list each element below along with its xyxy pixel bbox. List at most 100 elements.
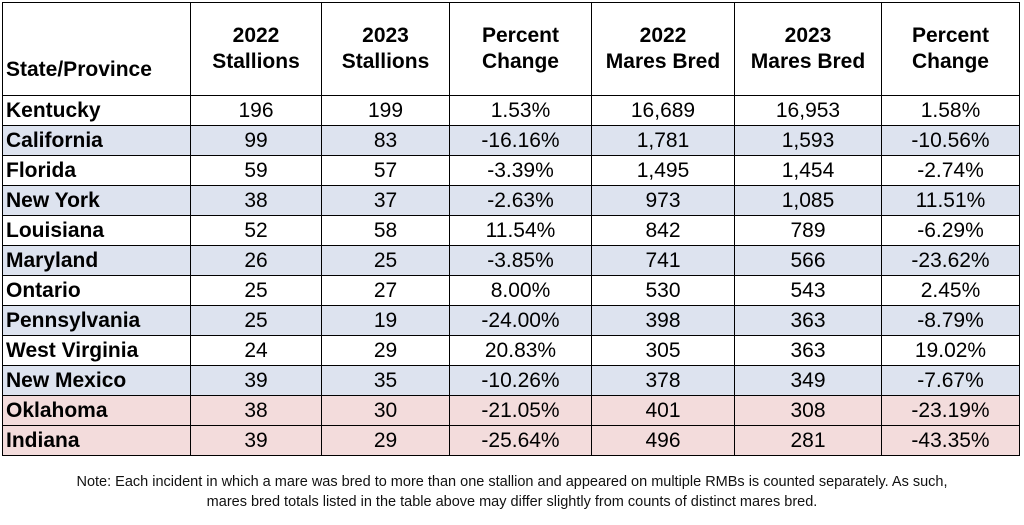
- header-line: Percent: [481, 24, 560, 47]
- value-cell: 1,495: [591, 155, 735, 186]
- value-cell: -16.16%: [449, 125, 592, 156]
- value-cell: 59: [190, 155, 322, 186]
- value-cell: -6.29%: [881, 215, 1020, 246]
- value-cell: -25.64%: [449, 425, 592, 456]
- value-cell: -2.74%: [881, 155, 1020, 186]
- value-cell: 1,085: [734, 185, 882, 216]
- table-row: Maryland 26 25 -3.85% 741 566 -23.62%: [2, 245, 1020, 276]
- footnote-line-2: mares bred totals listed in the table ab…: [206, 494, 818, 510]
- value-cell: 401: [591, 395, 735, 426]
- value-cell: 16,689: [591, 95, 735, 126]
- header-line: State/Province: [6, 58, 152, 81]
- header-line: Percent: [911, 24, 990, 47]
- value-cell: 19: [321, 305, 450, 336]
- header-line: Change: [481, 50, 559, 73]
- value-cell: 305: [591, 335, 735, 366]
- value-cell: -10.26%: [449, 365, 592, 396]
- state-name-cell: Maryland: [2, 245, 191, 276]
- footnote-line-1: Note: Each incident in which a mare was …: [76, 474, 948, 490]
- value-cell: 39: [190, 365, 322, 396]
- table-row: Pennsylvania 25 19 -24.00% 398 363 -8.79%: [2, 305, 1020, 336]
- value-cell: 58: [321, 215, 450, 246]
- value-cell: 789: [734, 215, 882, 246]
- header-line: 2022: [639, 24, 687, 47]
- value-cell: 52: [190, 215, 322, 246]
- stallion-mares-table: State/Province 2022 Stallions 2023 Stallions…: [2, 2, 1020, 456]
- column-header: Percent Change: [881, 2, 1020, 96]
- header-line: Mares Bred: [750, 50, 866, 73]
- value-cell: 8.00%: [449, 275, 592, 306]
- value-cell: 842: [591, 215, 735, 246]
- table-body: Kentucky 196 199 1.53% 16,689 16,953 1.58% Cali…: [2, 95, 1020, 456]
- column-header: 2022 Stallions: [190, 2, 322, 96]
- value-cell: 349: [734, 365, 882, 396]
- state-name-cell: Oklahoma: [2, 395, 191, 426]
- value-cell: 2.45%: [881, 275, 1020, 306]
- column-header: Percent Change: [449, 2, 592, 96]
- table-row: Oklahoma 38 30 -21.05% 401 308 -23.19%: [2, 395, 1020, 426]
- value-cell: 99: [190, 125, 322, 156]
- value-cell: 26: [190, 245, 322, 276]
- header-line: 2023: [362, 24, 409, 47]
- value-cell: 25: [321, 245, 450, 276]
- table-row: Kentucky 196 199 1.53% 16,689 16,953 1.58%: [2, 95, 1020, 126]
- value-cell: 1,454: [734, 155, 882, 186]
- value-cell: -24.00%: [449, 305, 592, 336]
- value-cell: 196: [190, 95, 322, 126]
- header-line: Mares Bred: [605, 50, 721, 73]
- state-name-cell: New York: [2, 185, 191, 216]
- value-cell: 27: [321, 275, 450, 306]
- value-cell: 1,781: [591, 125, 735, 156]
- value-cell: 38: [190, 395, 322, 426]
- state-name-cell: Indiana: [2, 425, 191, 456]
- value-cell: 30: [321, 395, 450, 426]
- header-row: State/Province 2022 Stallions 2023 Stallions…: [2, 2, 1020, 96]
- header-line: 2023: [784, 24, 832, 47]
- value-cell: 363: [734, 335, 882, 366]
- value-cell: 543: [734, 275, 882, 306]
- footnote: Note: Each incident in which a mare was …: [0, 472, 1024, 512]
- value-cell: -10.56%: [881, 125, 1020, 156]
- value-cell: 1.53%: [449, 95, 592, 126]
- state-name-cell: Louisiana: [2, 215, 191, 246]
- header-line: 2022: [232, 24, 280, 47]
- value-cell: 363: [734, 305, 882, 336]
- state-name-cell: California: [2, 125, 191, 156]
- table-row: Louisiana 52 58 11.54% 842 789 -6.29%: [2, 215, 1020, 246]
- column-header: 2022 Mares Bred: [591, 2, 735, 96]
- value-cell: 566: [734, 245, 882, 276]
- value-cell: 57: [321, 155, 450, 186]
- value-cell: 308: [734, 395, 882, 426]
- value-cell: -23.62%: [881, 245, 1020, 276]
- table-row: Ontario 25 27 8.00% 530 543 2.45%: [2, 275, 1020, 306]
- value-cell: 20.83%: [449, 335, 592, 366]
- table-row: California 99 83 -16.16% 1,781 1,593 -10.56%: [2, 125, 1020, 156]
- header-line: Stallions: [341, 50, 430, 73]
- value-cell: 19.02%: [881, 335, 1020, 366]
- column-header: 2023 Stallions: [321, 2, 450, 96]
- value-cell: 16,953: [734, 95, 882, 126]
- value-cell: 25: [190, 305, 322, 336]
- header-line: Stallions: [212, 50, 300, 73]
- value-cell: 378: [591, 365, 735, 396]
- table-row: New York 38 37 -2.63% 973 1,085 11.51%: [2, 185, 1020, 216]
- value-cell: 38: [190, 185, 322, 216]
- column-header: 2023 Mares Bred: [734, 2, 882, 96]
- header-line: Change: [911, 50, 989, 73]
- value-cell: 29: [321, 335, 450, 366]
- state-name-cell: Ontario: [2, 275, 191, 306]
- table-row: New Mexico 39 35 -10.26% 378 349 -7.67%: [2, 365, 1020, 396]
- value-cell: -3.85%: [449, 245, 592, 276]
- value-cell: 29: [321, 425, 450, 456]
- value-cell: -7.67%: [881, 365, 1020, 396]
- value-cell: 11.51%: [881, 185, 1020, 216]
- value-cell: 530: [591, 275, 735, 306]
- value-cell: -43.35%: [881, 425, 1020, 456]
- state-name-cell: New Mexico: [2, 365, 191, 396]
- value-cell: 199: [321, 95, 450, 126]
- column-header-state: State/Province: [2, 2, 191, 96]
- value-cell: -8.79%: [881, 305, 1020, 336]
- value-cell: -23.19%: [881, 395, 1020, 426]
- value-cell: -2.63%: [449, 185, 592, 216]
- state-name-cell: Pennsylvania: [2, 305, 191, 336]
